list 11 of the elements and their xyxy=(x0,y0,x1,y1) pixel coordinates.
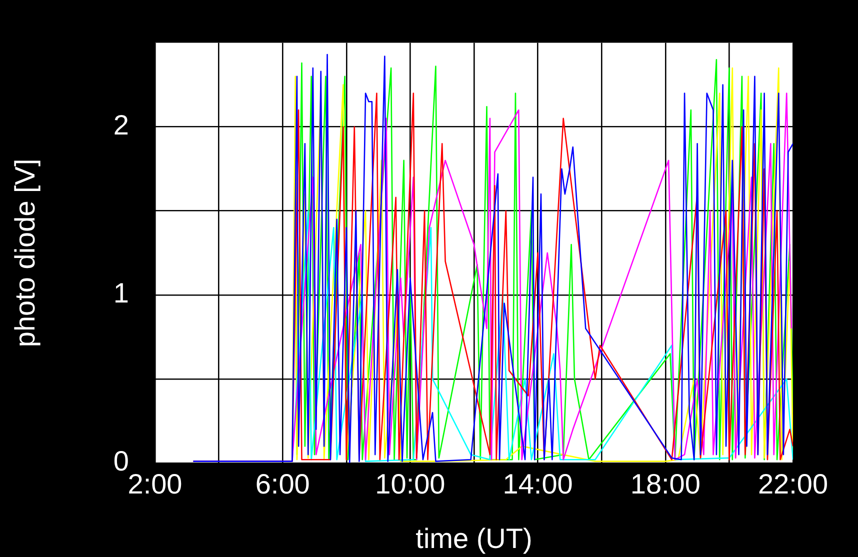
y-tick-label: 0 xyxy=(113,446,129,477)
x-tick-label: 6:00 xyxy=(255,468,310,500)
x-tick-label: 2:00 xyxy=(128,468,182,500)
y-tick-label: 2 xyxy=(113,110,129,141)
x-tick-label: 10:00 xyxy=(375,468,446,500)
x-axis-title: time (UT) xyxy=(416,522,532,554)
y-axis-title: photo diode [V] xyxy=(10,158,41,348)
y-tick-label: 1 xyxy=(113,278,129,309)
x-tick-label: 22:00 xyxy=(758,468,828,500)
x-tick-label: 18:00 xyxy=(630,468,700,500)
x-tick-label: 14:00 xyxy=(502,468,573,500)
